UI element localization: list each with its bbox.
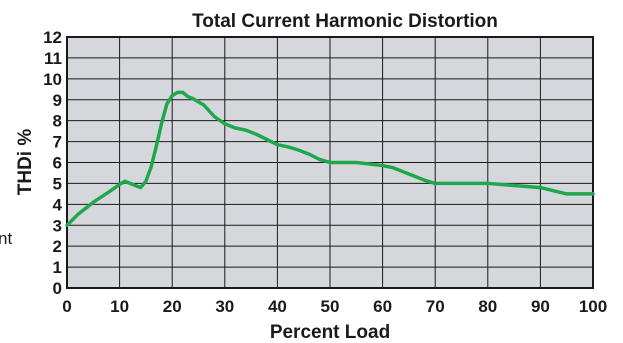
x-tick-label: 20 <box>163 297 182 316</box>
x-tick-label: 30 <box>215 297 234 316</box>
cropped-text-fragment: nt <box>0 229 12 248</box>
plot-border <box>66 36 594 289</box>
series-line <box>65 90 595 228</box>
y-tick-label: 9 <box>53 91 62 110</box>
grid-lines <box>66 36 594 289</box>
y-tick-label: 1 <box>53 258 62 277</box>
y-tick-label: 5 <box>53 174 62 193</box>
y-tick-label: 8 <box>53 112 62 131</box>
y-tick-label: 7 <box>53 133 62 152</box>
y-tick-label: 6 <box>53 154 62 173</box>
x-tick-label: 70 <box>426 297 445 316</box>
y-tick-label: 12 <box>43 28 62 47</box>
x-tick-label: 0 <box>62 297 71 316</box>
x-tick-label: 100 <box>579 297 607 316</box>
y-tick-label: 2 <box>53 237 62 256</box>
y-tick-label: 10 <box>43 70 62 89</box>
y-tick-label: 3 <box>53 216 62 235</box>
y-axis-label: THDi % <box>15 129 36 196</box>
x-tick-label: 50 <box>321 297 340 316</box>
x-tick-labels: 0 10 20 30 40 50 60 70 80 90 100 <box>62 297 607 316</box>
x-tick-label: 40 <box>268 297 287 316</box>
chart-title: Total Current Harmonic Distortion <box>192 11 498 32</box>
y-tick-label: 4 <box>53 195 63 214</box>
x-tick-label: 90 <box>531 297 550 316</box>
y-tick-label: 11 <box>44 49 62 68</box>
x-tick-label: 60 <box>373 297 392 316</box>
y-tick-label: 0 <box>53 279 62 298</box>
x-tick-label: 80 <box>478 297 497 316</box>
x-axis-label: Percent Load <box>270 322 390 343</box>
x-tick-label: 10 <box>110 297 129 316</box>
